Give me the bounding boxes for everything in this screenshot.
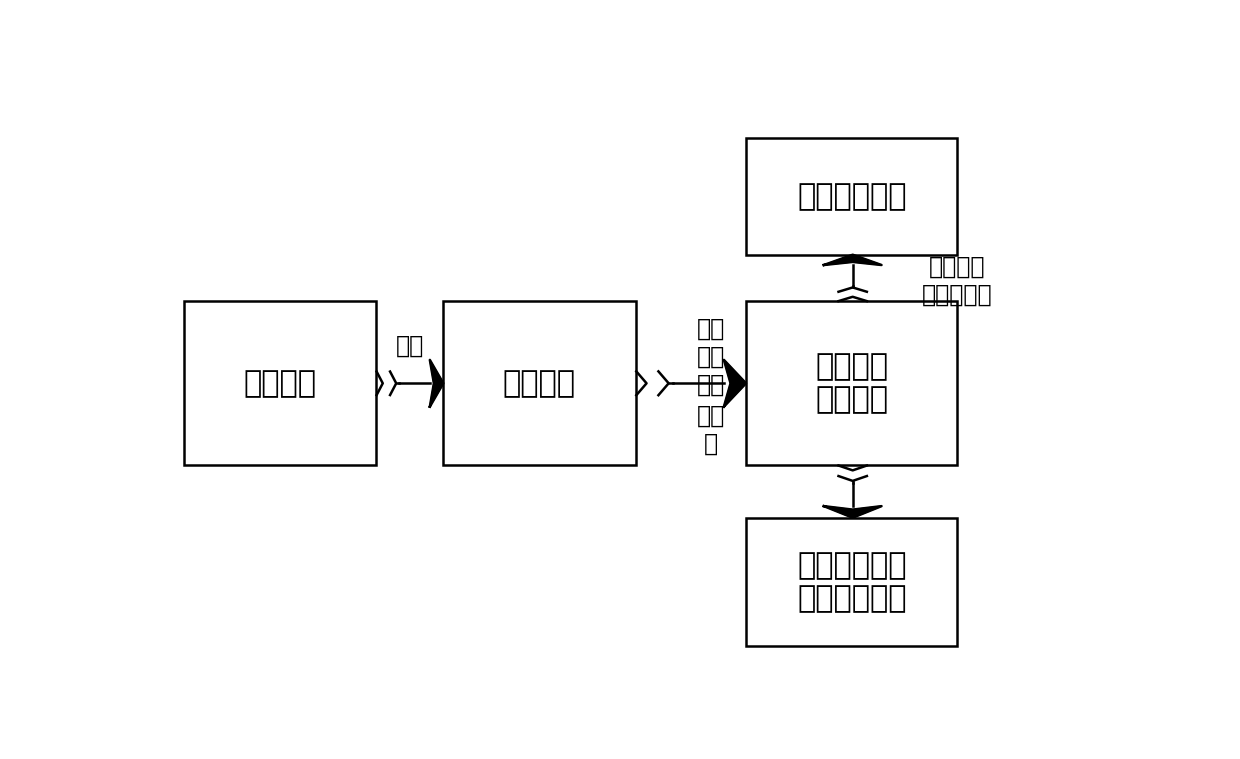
Text: 电弧温度分布: 电弧温度分布 [797,181,906,211]
Bar [746,518,957,646]
Bar [746,138,957,255]
Bar [184,301,376,465]
Text: 电弧光谱
空域信息: 电弧光谱 空域信息 [815,352,888,414]
Polygon shape [823,506,882,518]
Polygon shape [823,255,882,265]
Bar [444,301,635,465]
Text: 二维
坐标
平台: 二维 坐标 平台 [697,317,724,397]
Polygon shape [724,360,746,407]
Text: 其它等离子体
物理信息诊断: 其它等离子体 物理信息诊断 [797,551,906,613]
Text: 小孔成像: 小孔成像 [503,369,575,398]
Text: 小孔: 小孔 [396,333,424,357]
Text: 光谱
仪: 光谱 仪 [697,404,724,456]
Text: 焊接电弧: 焊接电弧 [243,369,316,398]
Text: 玻尔兹曼
温度分析法: 玻尔兹曼 温度分析法 [923,255,993,307]
Polygon shape [430,360,444,407]
Bar [746,301,957,465]
